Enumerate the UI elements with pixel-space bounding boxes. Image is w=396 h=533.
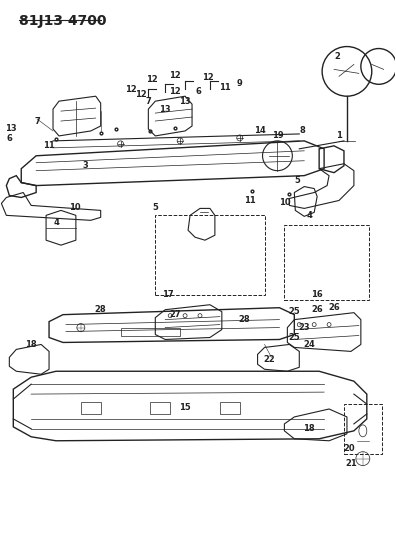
Text: 18: 18 [25, 340, 37, 349]
Text: 12: 12 [135, 90, 146, 99]
Text: 28: 28 [95, 305, 107, 314]
Text: 12: 12 [169, 71, 181, 80]
Text: 4: 4 [53, 218, 59, 227]
Text: 10: 10 [278, 198, 290, 207]
Text: 7: 7 [34, 117, 40, 126]
Text: 3: 3 [83, 161, 89, 170]
Text: 4: 4 [306, 211, 312, 220]
Text: 6: 6 [195, 87, 201, 96]
Text: 28: 28 [239, 315, 251, 324]
Bar [120, 328, 180, 335]
Text: 12: 12 [169, 87, 181, 96]
Text: 18: 18 [303, 424, 315, 433]
Text: 25: 25 [288, 333, 300, 342]
Text: 23: 23 [299, 323, 310, 332]
Text: 11: 11 [43, 141, 55, 150]
Text: 11: 11 [219, 83, 231, 92]
Text: 26: 26 [311, 305, 323, 314]
Bar [155, 215, 265, 295]
Text: 26: 26 [328, 303, 340, 312]
Text: 24: 24 [303, 340, 315, 349]
Bar [284, 225, 369, 300]
Text: 1: 1 [336, 132, 342, 140]
Bar [150, 402, 170, 414]
Text: 20: 20 [343, 444, 355, 453]
Text: 27: 27 [169, 310, 181, 319]
Text: 13: 13 [6, 125, 17, 133]
Text: 16: 16 [311, 290, 323, 300]
Bar [81, 402, 101, 414]
Text: 9: 9 [237, 79, 243, 88]
Text: 12: 12 [125, 85, 136, 94]
Bar [220, 402, 240, 414]
Text: 12: 12 [147, 75, 158, 84]
Text: 21: 21 [345, 459, 357, 468]
Text: 12: 12 [202, 73, 214, 82]
Text: 7: 7 [145, 96, 151, 106]
Text: 2: 2 [334, 52, 340, 61]
Text: 15: 15 [179, 402, 191, 411]
Text: 10: 10 [69, 203, 81, 212]
Bar [344, 404, 382, 454]
Text: 11: 11 [244, 196, 255, 205]
Text: 13: 13 [179, 96, 191, 106]
Text: 5: 5 [294, 176, 300, 185]
Text: 81J13 4700: 81J13 4700 [19, 14, 107, 28]
Text: 8: 8 [299, 126, 305, 135]
Text: 19: 19 [272, 132, 283, 140]
Text: 5: 5 [152, 203, 158, 212]
Text: 13: 13 [160, 104, 171, 114]
Text: 25: 25 [288, 307, 300, 316]
Text: 14: 14 [254, 126, 265, 135]
Text: 17: 17 [162, 290, 174, 300]
Text: 6: 6 [6, 134, 12, 143]
Text: 22: 22 [264, 355, 275, 364]
